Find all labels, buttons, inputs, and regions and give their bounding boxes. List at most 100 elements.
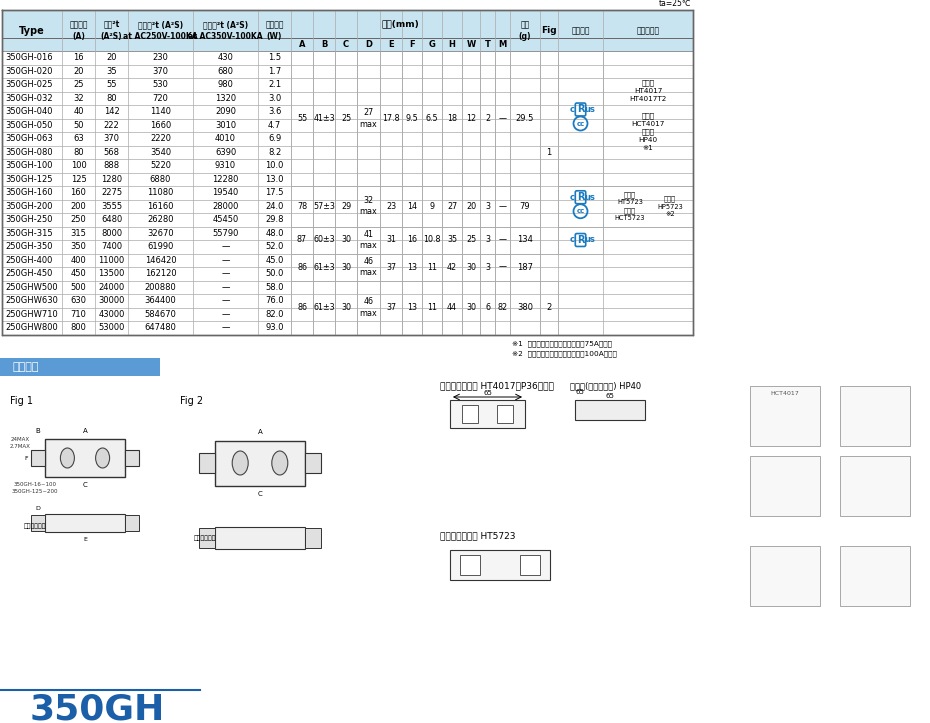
Text: 30: 30 — [341, 303, 351, 312]
Bar — [291, 226, 313, 254]
Bar — [558, 51, 603, 186]
Text: 710: 710 — [71, 309, 86, 319]
Text: cc: cc — [577, 121, 585, 127]
Text: 16160: 16160 — [147, 202, 174, 210]
Bar — [442, 226, 462, 254]
Ellipse shape — [60, 448, 74, 468]
Bar — [313, 281, 335, 335]
Text: 24000: 24000 — [99, 283, 125, 292]
Text: 3: 3 — [485, 202, 490, 210]
Text: 26280: 26280 — [147, 215, 174, 224]
Text: 65: 65 — [576, 389, 584, 395]
Text: ta=25℃: ta=25℃ — [658, 0, 691, 8]
Text: A: A — [83, 428, 87, 434]
Text: 200: 200 — [71, 202, 86, 210]
Text: 350GH-063: 350GH-063 — [5, 134, 53, 143]
Text: 3540: 3540 — [150, 147, 171, 157]
Text: 全遮断²t (A²S)
at AC250V-100KA: 全遮断²t (A²S) at AC250V-100KA — [123, 20, 198, 40]
Text: C: C — [83, 482, 87, 488]
Text: 50: 50 — [73, 121, 84, 129]
Bar — [450, 550, 550, 580]
Text: 370: 370 — [103, 134, 119, 143]
Bar — [402, 281, 422, 335]
Text: Fig 1: Fig 1 — [10, 396, 33, 406]
Bar — [840, 386, 910, 446]
Text: 30: 30 — [466, 303, 476, 312]
Bar — [2, 226, 693, 240]
Text: 980: 980 — [218, 80, 233, 89]
Bar — [0, 358, 160, 376]
Bar — [357, 281, 380, 335]
Text: 24MAX
2.7MAX: 24MAX 2.7MAX — [10, 437, 31, 448]
Bar — [291, 51, 313, 186]
Bar — [540, 281, 558, 335]
Bar — [402, 226, 422, 254]
Text: 162120: 162120 — [145, 269, 177, 278]
Bar — [305, 453, 321, 473]
Text: 12: 12 — [466, 114, 476, 123]
Text: D: D — [365, 40, 372, 49]
Text: 43000: 43000 — [99, 309, 125, 319]
Text: 200880: 200880 — [145, 283, 177, 292]
Text: 46
max: 46 max — [360, 257, 378, 277]
Bar — [442, 254, 462, 281]
Bar — [357, 51, 380, 186]
Text: 53000: 53000 — [99, 323, 125, 333]
Text: 48.0: 48.0 — [265, 228, 284, 238]
Text: 3: 3 — [485, 262, 490, 272]
Text: 55: 55 — [297, 114, 307, 123]
Text: 450: 450 — [71, 269, 86, 278]
Text: 80: 80 — [73, 147, 84, 157]
Bar — [462, 186, 480, 226]
Bar — [480, 186, 495, 226]
Text: 20: 20 — [106, 54, 117, 62]
Text: —: — — [221, 283, 230, 292]
Bar — [2, 51, 693, 64]
Bar — [380, 281, 402, 335]
Bar — [750, 386, 820, 446]
Text: 全遮断²t (A²S)
at AC350V-100KA: 全遮断²t (A²S) at AC350V-100KA — [188, 20, 263, 40]
Bar — [291, 281, 313, 335]
Bar — [422, 186, 442, 226]
Ellipse shape — [272, 451, 287, 475]
Text: 14: 14 — [407, 202, 417, 210]
Text: 32: 32 — [73, 94, 84, 103]
Text: 86: 86 — [297, 262, 307, 272]
Bar — [380, 186, 402, 226]
Bar — [450, 400, 525, 428]
Text: 400: 400 — [71, 256, 86, 265]
Bar — [380, 226, 402, 254]
Text: 4.7: 4.7 — [268, 121, 281, 129]
Text: E: E — [388, 40, 393, 49]
Text: 41±3: 41±3 — [313, 114, 335, 123]
Bar — [2, 307, 693, 321]
Text: 50.0: 50.0 — [265, 269, 284, 278]
Bar — [510, 254, 540, 281]
Text: 絶縁板
HP5723
※2: 絶縁板 HP5723 ※2 — [658, 195, 683, 217]
Text: Fig 2: Fig 2 — [180, 396, 203, 406]
Text: C: C — [258, 490, 262, 497]
Bar — [495, 281, 510, 335]
Bar — [750, 546, 820, 606]
Bar — [510, 226, 540, 254]
Text: 11: 11 — [427, 262, 437, 272]
Text: 27
max: 27 max — [360, 108, 378, 129]
Text: 13.0: 13.0 — [265, 175, 284, 184]
Text: 46
max: 46 max — [360, 297, 378, 317]
Text: 250GH-450: 250GH-450 — [5, 269, 52, 278]
Text: T: T — [485, 40, 490, 49]
Bar — [2, 267, 693, 281]
Bar — [313, 254, 335, 281]
Text: —: — — [498, 236, 507, 244]
Text: F: F — [24, 455, 28, 461]
Bar — [380, 254, 402, 281]
Text: 1.5: 1.5 — [268, 54, 281, 62]
Text: 584670: 584670 — [144, 309, 177, 319]
Text: ※1  ホルダの連続通電可能電流は75Aです。: ※1 ホルダの連続通電可能電流は75Aです。 — [512, 341, 612, 347]
Text: 23: 23 — [386, 202, 396, 210]
Text: 20: 20 — [73, 67, 84, 76]
Text: 30000: 30000 — [99, 296, 125, 305]
Bar — [480, 51, 495, 186]
Text: 350: 350 — [71, 242, 86, 252]
Text: 溶断²t
(A²S): 溶断²t (A²S) — [100, 20, 123, 40]
